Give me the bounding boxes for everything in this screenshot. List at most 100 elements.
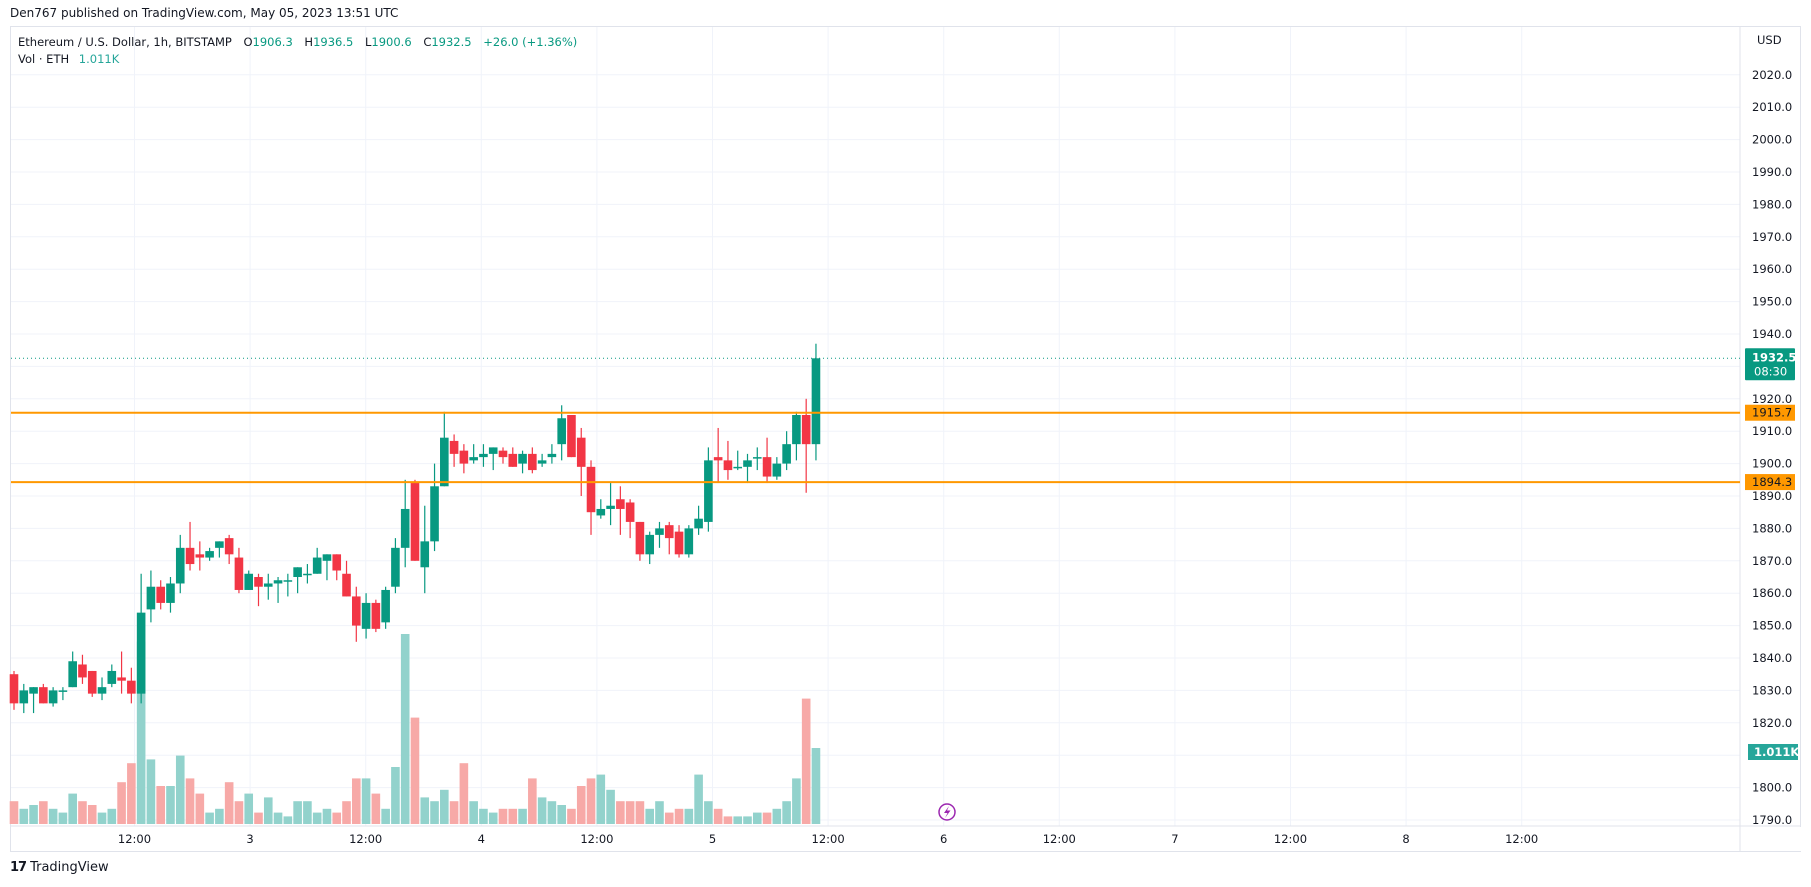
candle-down [567, 415, 576, 458]
price-tick-label: 1870.0 [1752, 554, 1792, 568]
candle-up [58, 690, 68, 692]
volume-bar [645, 808, 654, 824]
volume-bar [78, 801, 87, 824]
low-label: L [364, 35, 372, 49]
volume-bar [117, 782, 126, 824]
line-price-badge[interactable] [1745, 404, 1795, 421]
volume-bar [371, 793, 381, 824]
candle-down [576, 437, 586, 467]
volume-bar [97, 812, 107, 824]
candle-down [371, 602, 381, 629]
volume-bar [175, 755, 185, 824]
candle-down [713, 457, 723, 461]
candle-down [616, 499, 625, 509]
volume-badge[interactable] [1748, 744, 1798, 760]
last-price-label: 1932.5 [1752, 350, 1796, 364]
volume-bar [616, 801, 625, 824]
chart-frame [10, 26, 1801, 852]
volume-bar [127, 763, 136, 824]
candle-up [107, 670, 117, 684]
symbol-description[interactable]: Ethereum / U.S. Dollar, 1h, BITSTAMP [18, 35, 232, 49]
change-value: +26.0 (+1.36%) [483, 35, 578, 49]
price-tick-label: 1920.0 [1752, 392, 1792, 406]
tradingview-brand[interactable]: TradingView [30, 860, 109, 875]
volume-bar [283, 816, 293, 824]
candle-up [537, 460, 547, 464]
candle-down [664, 525, 674, 539]
volume-bar [263, 797, 273, 824]
grid-lines [11, 27, 1801, 852]
candle-up [146, 586, 156, 610]
volume-bar [704, 801, 713, 824]
last-price-badge[interactable] [1745, 348, 1795, 381]
price-tick-label: 1890.0 [1752, 489, 1792, 503]
volume-bar [312, 812, 322, 824]
candle-down [254, 577, 263, 587]
volume-bar [48, 808, 58, 824]
price-tick-label: 1820.0 [1752, 716, 1792, 730]
volume-bar [518, 808, 527, 824]
price-tick-label: 1980.0 [1752, 197, 1792, 211]
time-tick-label: 8 [1402, 832, 1409, 846]
line-price-badge[interactable] [1745, 474, 1795, 491]
volume-bar [400, 634, 410, 824]
countdown-label: 08:30 [1754, 364, 1787, 378]
candle-down [342, 573, 351, 597]
candle-up [479, 453, 488, 458]
candle-up [29, 687, 38, 694]
candle-down [185, 547, 195, 565]
footer: 17 TradingView [10, 860, 109, 875]
candle-down [352, 596, 361, 626]
volume-bar [224, 782, 234, 824]
volume-bar [723, 816, 733, 824]
candle-down [39, 687, 48, 704]
candle-up [694, 518, 703, 529]
price-tick-label: 1960.0 [1752, 262, 1792, 276]
volume-bar [674, 808, 684, 824]
candle-down [528, 453, 537, 471]
volume-bar [792, 778, 801, 824]
volume-bar [58, 812, 68, 824]
horizontal-lines[interactable] [11, 357, 1740, 484]
volume-bar [733, 816, 743, 824]
time-axis[interactable]: 12:00 3 12:00 4 12:00 5 12:00 6 12:00 7 12:00 8 12:0… [118, 827, 1801, 851]
volume-bar [19, 808, 29, 824]
volume-bar [234, 801, 244, 824]
volume-bar [430, 801, 439, 824]
tradingview-logo-icon[interactable]: 17 [10, 860, 27, 875]
volume-bar [743, 816, 752, 824]
volume-label[interactable]: Vol · ETH [18, 52, 70, 66]
candle-up [782, 444, 791, 464]
currency-label[interactable]: USD [1757, 33, 1782, 47]
volume-bar [684, 808, 694, 824]
candle-up [704, 460, 713, 522]
open-label: O [243, 35, 253, 49]
close-value: 1932.5 [431, 35, 472, 49]
volume-bar [254, 812, 263, 824]
candle-down [801, 415, 811, 445]
low-value: 1900.6 [371, 35, 412, 49]
volume-bar [635, 801, 645, 824]
candle-up [263, 583, 273, 587]
price-axis[interactable]: USD 2020.0 2010.0 2000.0 1990.0 1980.0 1970.0 1… [1745, 33, 1800, 827]
time-tick-label: 12:00 [118, 832, 151, 846]
candle-down [674, 531, 684, 555]
candle-down [9, 674, 19, 704]
volume-bar [625, 801, 635, 824]
volume-bar [322, 808, 332, 824]
volume-bar [39, 801, 48, 824]
ohlc-legend-row: Ethereum / U.S. Dollar, 1h, BITSTAMP O 19… [18, 34, 577, 51]
candle-up [19, 690, 29, 704]
candle-up [440, 437, 449, 487]
candle-up [733, 466, 743, 469]
volume-bar [664, 812, 674, 824]
event-marker[interactable] [938, 803, 956, 821]
candle-up [273, 580, 283, 584]
price-tick-label: 1840.0 [1752, 651, 1792, 665]
candle-up [792, 415, 801, 445]
candle-down [127, 680, 136, 694]
volume-bar [381, 808, 390, 824]
price-tick-label: 1880.0 [1752, 521, 1792, 535]
volume-bar [136, 641, 146, 824]
